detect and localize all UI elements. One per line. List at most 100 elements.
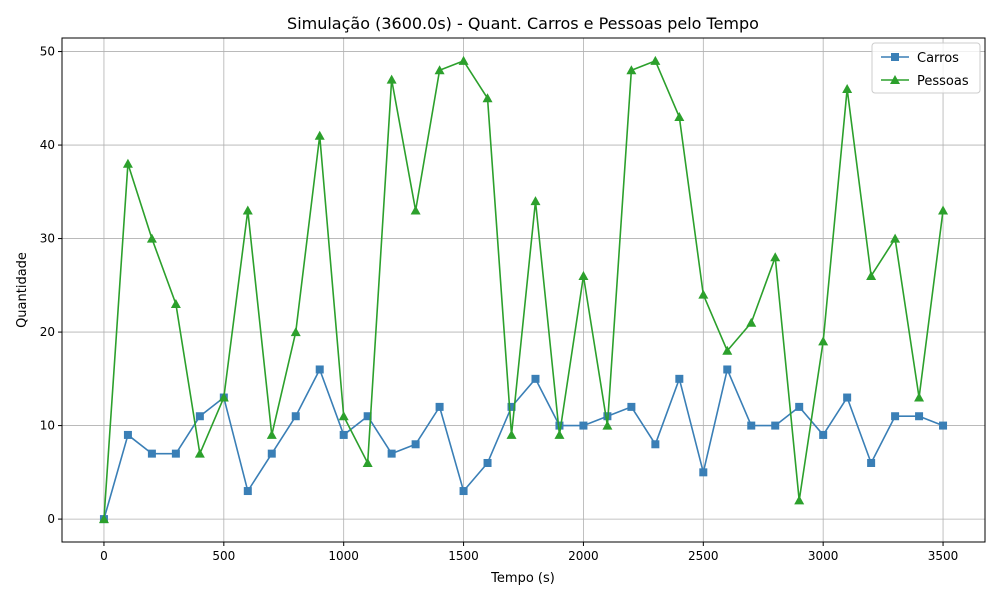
series-carros-point	[675, 374, 684, 383]
series-pessoas-point	[602, 420, 613, 430]
series-pessoas-point	[890, 233, 901, 243]
series-carros-point	[699, 468, 708, 477]
series-pessoas-point	[554, 429, 565, 439]
series-pessoas-point	[194, 448, 205, 458]
series-pessoas-point	[674, 112, 685, 122]
series-carros-point	[363, 412, 372, 421]
series-carros-point	[387, 449, 396, 458]
x-tick-label: 2500	[688, 549, 719, 563]
x-tick-label: 2000	[568, 549, 599, 563]
series-carros-point	[267, 449, 276, 458]
series-pessoas-point	[842, 83, 853, 93]
series-carros-point	[243, 487, 252, 496]
series-pessoas-point	[770, 252, 781, 262]
series-pessoas-point	[698, 289, 709, 299]
series-pessoas-point	[266, 429, 277, 439]
series-layer	[98, 55, 949, 524]
series-pessoas-point	[818, 336, 829, 346]
series-carros-point	[795, 402, 804, 411]
series-carros-point	[411, 440, 420, 449]
series-pessoas-point	[410, 205, 421, 215]
x-tick-label: 1000	[328, 549, 359, 563]
y-tick-label: 20	[40, 325, 55, 339]
series-carros-point	[891, 412, 900, 421]
series-carros-point	[507, 402, 516, 411]
series-pessoas-point	[938, 205, 949, 215]
series-pessoas-point	[722, 345, 733, 355]
legend: Carros Pessoas	[871, 42, 981, 94]
series-pessoas-point	[914, 392, 925, 402]
series-carros-point	[555, 421, 564, 430]
axes-layer: 0 500 1000 1500 2000 2500 3000 3500 0 10 20 30 40 50	[40, 37, 986, 563]
series-carros-point	[435, 402, 444, 411]
series-carros-point	[627, 402, 636, 411]
series-pessoas-point	[626, 65, 637, 75]
series-pessoas-point	[98, 514, 109, 524]
series-carros-point	[339, 430, 348, 439]
x-tick-label: 3500	[928, 549, 959, 563]
series-carros-point	[531, 374, 540, 383]
series-carros-point	[867, 458, 876, 467]
series-pessoas-point	[362, 457, 373, 467]
series-carros-point	[939, 421, 948, 430]
series-pessoas-point	[578, 270, 589, 280]
series-carros-point	[195, 412, 204, 421]
series-pessoas-point	[314, 130, 325, 140]
series-carros-point	[483, 458, 492, 467]
legend-carros-label: Carros	[917, 51, 959, 66]
y-tick-label: 0	[47, 512, 55, 526]
legend-pessoas-marker	[890, 75, 900, 84]
series-carros-point	[651, 440, 660, 449]
series-carros-point	[843, 393, 852, 402]
grid-layer	[62, 38, 985, 542]
series-carros-point	[747, 421, 756, 430]
series-pessoas-point	[122, 158, 133, 168]
y-tick-label: 30	[40, 232, 55, 246]
series-carros-point	[723, 365, 732, 374]
series-carros-point	[915, 412, 924, 421]
series-carros-point	[459, 487, 468, 496]
series-carros-point	[147, 449, 156, 458]
series-pessoas-point	[458, 55, 469, 65]
series-pessoas-point	[338, 411, 349, 421]
y-tick-label: 50	[40, 45, 55, 59]
series-pessoas-point	[242, 205, 253, 215]
series-pessoas-point	[794, 495, 805, 505]
series-pessoas-point	[434, 65, 445, 75]
x-tick-label: 500	[212, 549, 235, 563]
series-pessoas-point	[218, 392, 229, 402]
series-pessoas-point	[506, 429, 517, 439]
series-carros-point	[315, 365, 324, 374]
series-carros-line	[103, 368, 944, 520]
x-tick-label: 3000	[808, 549, 839, 563]
series-pessoas-point	[482, 93, 493, 103]
legend-pessoas-label: Pessoas	[917, 74, 969, 89]
series-pessoas-line	[103, 60, 944, 520]
series-carros-point	[771, 421, 780, 430]
series-carros-point	[123, 430, 132, 439]
chart-title: Simulação (3600.0s) - Quant. Carros e Pe…	[287, 14, 759, 33]
series-pessoas-point	[170, 299, 181, 309]
y-tick-label: 10	[40, 419, 55, 433]
y-axis-label: Quantidade	[15, 252, 30, 328]
y-tick-label: 40	[40, 138, 55, 152]
series-pessoas-point	[386, 74, 397, 84]
series-pessoas-point	[650, 55, 661, 65]
series-pessoas-point	[290, 327, 301, 337]
plot-frame	[61, 37, 986, 543]
series-carros-point	[171, 449, 180, 458]
x-axis-label: Tempo (s)	[490, 571, 555, 586]
series-pessoas-point	[746, 317, 757, 327]
series-carros-point	[579, 421, 588, 430]
legend-carros-marker	[891, 53, 899, 61]
x-tick-label: 1500	[448, 549, 479, 563]
series-pessoas-point	[530, 196, 541, 206]
x-tick-label: 0	[100, 549, 108, 563]
series-pessoas-point	[866, 270, 877, 280]
series-carros-point	[819, 430, 828, 439]
series-carros-point	[291, 412, 300, 421]
series-pessoas-point	[146, 233, 157, 243]
